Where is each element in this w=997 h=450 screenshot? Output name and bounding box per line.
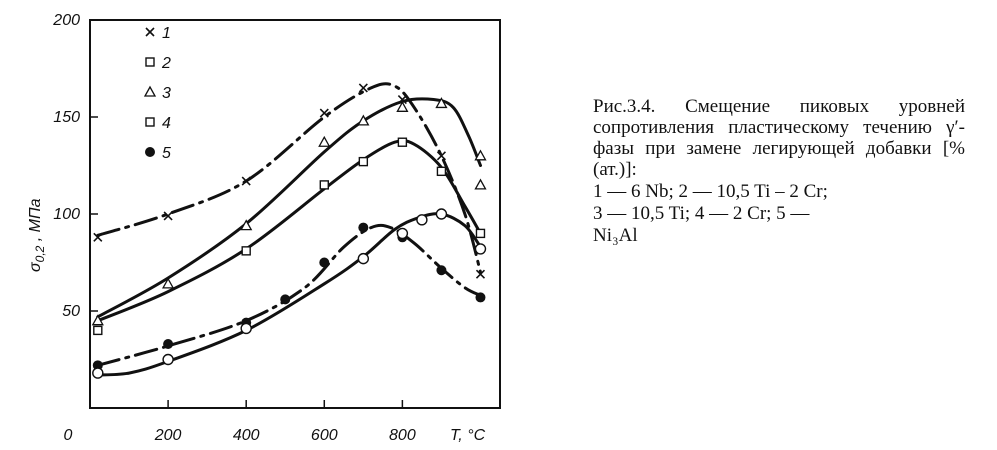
y-tick-label: 150 bbox=[53, 109, 80, 126]
series-3-point bbox=[357, 114, 370, 126]
series-3-point bbox=[240, 219, 253, 231]
series-2-point bbox=[475, 228, 486, 239]
series-5-point bbox=[436, 265, 447, 276]
legend-label-5: 5 bbox=[162, 145, 171, 162]
series-5-point bbox=[358, 222, 369, 233]
y-tick-label: 100 bbox=[53, 206, 80, 223]
series-2-point bbox=[93, 325, 103, 336]
series-4-point bbox=[92, 367, 104, 379]
x-axis-label: T, °C bbox=[450, 427, 486, 444]
series-1-line bbox=[96, 82, 482, 274]
series-1-point bbox=[93, 232, 103, 242]
figure-caption: Рис.3.4. Смещение пиковых уровней сопрот… bbox=[593, 96, 965, 246]
series-2-point bbox=[397, 137, 408, 147]
series-1-point bbox=[397, 94, 407, 105]
series-2-point bbox=[319, 180, 329, 190]
series-4-point bbox=[396, 227, 409, 240]
series-4-point bbox=[474, 243, 487, 255]
caption-title: Рис.3.4. Смещение пиковых уровней сопрот… bbox=[593, 96, 965, 180]
series-1-point bbox=[163, 211, 173, 221]
series-5-point bbox=[319, 257, 330, 268]
x-tick-label: 800 bbox=[389, 427, 416, 444]
series-1-point bbox=[475, 269, 486, 279]
caption-legend-line-2: 3 — 10,5 Ti; 4 — 2 Cr; 5 — bbox=[593, 203, 810, 224]
series-4-point bbox=[416, 214, 428, 226]
legend-marker-3 bbox=[143, 85, 157, 97]
series-2-point bbox=[358, 156, 369, 167]
series-3-line bbox=[96, 97, 482, 319]
x-tick-label: 600 bbox=[311, 427, 338, 444]
series-2-point bbox=[436, 166, 447, 177]
legend-label-3: 3 bbox=[162, 85, 171, 102]
x-tick-label: 0 bbox=[64, 427, 73, 444]
series-2-point bbox=[241, 246, 251, 256]
series-5-point bbox=[475, 292, 486, 303]
series-3-point bbox=[474, 178, 487, 190]
series-curves bbox=[96, 82, 482, 377]
series-5-line bbox=[96, 223, 482, 367]
series-5-point bbox=[92, 360, 103, 371]
series-4-point bbox=[240, 322, 252, 335]
y-axis-label: σ0,2 , МПа bbox=[27, 198, 47, 272]
legend-marker-1 bbox=[145, 27, 155, 37]
y-tick-label: 50 bbox=[62, 303, 80, 320]
x-tick-label: 400 bbox=[233, 427, 260, 444]
legend-label-2: 2 bbox=[161, 55, 171, 72]
series-3-point bbox=[91, 314, 104, 326]
series-3-point bbox=[396, 100, 409, 112]
legend-label-4: 4 bbox=[162, 115, 171, 132]
series-3-point bbox=[435, 97, 448, 109]
series-1-point bbox=[358, 83, 368, 93]
series-1-point bbox=[319, 108, 329, 118]
chart-plot: 0 200 400 600 800 50 100 150 200 1 2 3 4 5 T, °C σ0,… bbox=[27, 12, 501, 444]
series-3-point bbox=[318, 135, 331, 147]
legend-marker-2 bbox=[145, 57, 155, 67]
series-markers bbox=[91, 83, 487, 379]
legend: 1 2 3 4 5 bbox=[143, 25, 171, 162]
caption-legend-line-3: Ni₃Al bbox=[593, 225, 638, 246]
caption-legend-line-1: 1 — 6 Nb; 2 — 10,5 Ti – 2 Cr; bbox=[593, 181, 828, 202]
series-1-point bbox=[436, 151, 446, 161]
legend-marker-5 bbox=[145, 147, 155, 157]
series-2-line bbox=[96, 139, 482, 323]
series-4-point bbox=[162, 353, 174, 366]
series-5-point bbox=[280, 294, 291, 305]
series-3-point bbox=[161, 277, 175, 289]
x-tick-label: 200 bbox=[154, 427, 182, 444]
axis-ticks: 0 200 400 600 800 50 100 150 200 bbox=[52, 12, 416, 444]
y-tick-label: 200 bbox=[52, 12, 80, 29]
series-1-point bbox=[241, 176, 251, 186]
legend-marker-4 bbox=[145, 117, 155, 127]
series-5-point bbox=[163, 338, 174, 349]
series-3-point bbox=[474, 149, 487, 161]
series-4-point bbox=[435, 208, 448, 220]
series-4-point bbox=[357, 252, 370, 265]
legend-label-1: 1 bbox=[162, 25, 171, 42]
